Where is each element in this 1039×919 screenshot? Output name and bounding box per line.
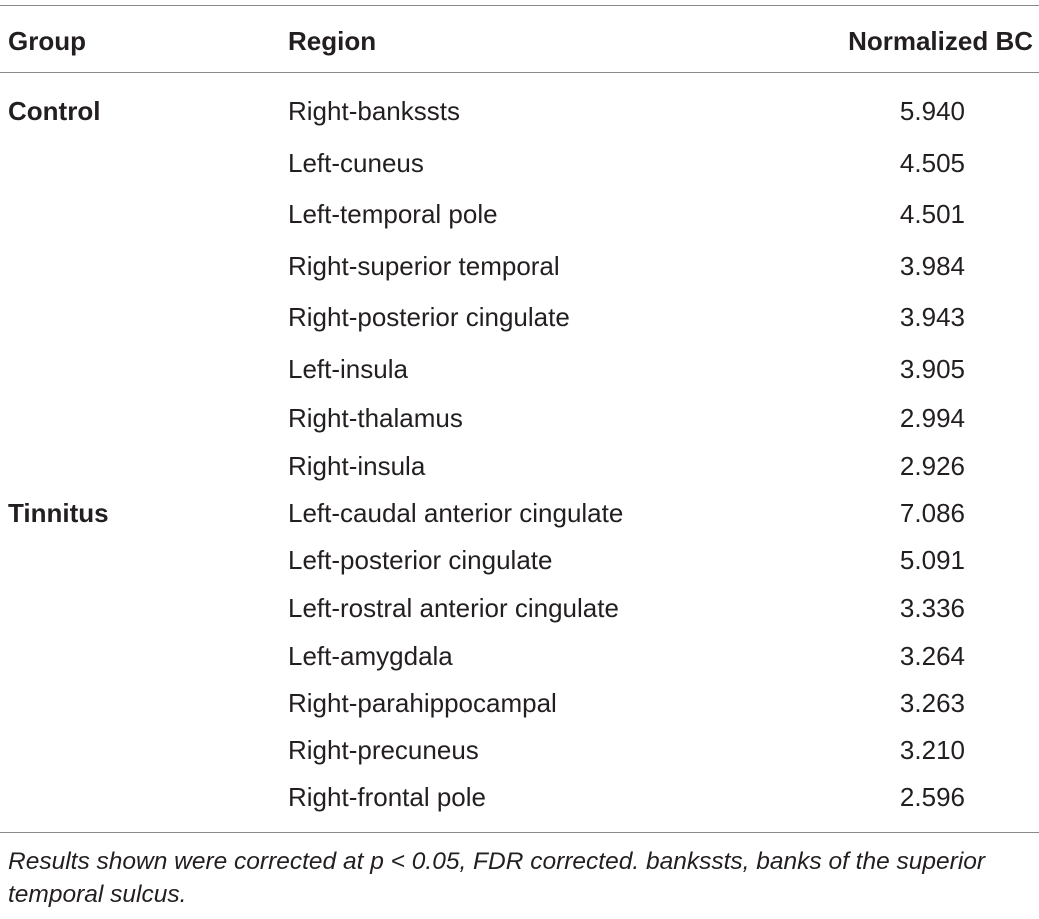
table-bottom-rule [0, 832, 1039, 833]
table-row: Control Right-bankssts 5.940 [0, 96, 1039, 136]
bc-cell: 2.926 [899, 451, 965, 481]
group-cell: Control [8, 96, 101, 126]
table-row: Tinnitus Left-caudal anterior cingulate … [0, 498, 1039, 538]
table-row: Right-precuneus 3.210 [0, 735, 1039, 775]
region-cell: Right-insula [288, 451, 426, 481]
table-row: Right-parahippocampal 3.263 [0, 688, 1039, 728]
bc-cell: 3.336 [899, 593, 965, 623]
region-cell: Left-caudal anterior cingulate [288, 498, 624, 528]
table-top-rule [0, 5, 1039, 6]
bc-cell: 3.943 [899, 302, 965, 332]
region-cell: Right-posterior cingulate [288, 302, 570, 332]
region-cell: Right-parahippocampal [288, 688, 557, 718]
region-cell: Left-temporal pole [288, 199, 498, 229]
table-header-row: Group Region Normalized BC [0, 22, 1039, 62]
group-cell: Tinnitus [8, 498, 109, 528]
region-cell: Right-superior temporal [288, 251, 560, 281]
region-cell: Right-precuneus [288, 735, 479, 765]
region-cell: Left-posterior cingulate [288, 545, 553, 575]
region-cell: Left-cuneus [288, 148, 424, 178]
bc-cell: 5.091 [899, 545, 965, 575]
table-row: Right-posterior cingulate 3.943 [0, 302, 1039, 342]
region-cell: Right-thalamus [288, 403, 463, 433]
table-row: Right-frontal pole 2.596 [0, 782, 1039, 822]
bc-cell: 3.263 [899, 688, 965, 718]
header-group: Group [8, 26, 86, 56]
header-region: Region [288, 26, 377, 56]
bc-cell: 3.905 [899, 354, 965, 384]
table-row: Right-insula 2.926 [0, 451, 1039, 491]
table-row: Left-cuneus 4.505 [0, 148, 1039, 188]
table-row: Left-temporal pole 4.501 [0, 199, 1039, 239]
table-row: Right-thalamus 2.994 [0, 403, 1039, 443]
table-row: Left-posterior cingulate 5.091 [0, 545, 1039, 585]
region-cell: Right-frontal pole [288, 782, 486, 812]
table-footnote: Results shown were corrected at p < 0.05… [8, 848, 986, 908]
region-cell: Left-insula [288, 354, 408, 384]
region-cell: Left-rostral anterior cingulate [288, 593, 619, 623]
table-row: Left-amygdala 3.264 [0, 641, 1039, 681]
table-row: Left-rostral anterior cingulate 3.336 [0, 593, 1039, 633]
bc-cell: 4.501 [899, 199, 965, 229]
bc-cell: 2.994 [899, 403, 965, 433]
bc-cell: 4.505 [899, 148, 965, 178]
table-row: Left-insula 3.905 [0, 354, 1039, 394]
bc-cell: 3.210 [899, 735, 965, 765]
bc-cell: 3.984 [899, 251, 965, 281]
region-cell: Left-amygdala [288, 641, 453, 671]
table-row: Right-superior temporal 3.984 [0, 251, 1039, 291]
bc-cell: 3.264 [899, 641, 965, 671]
bc-cell: 2.596 [899, 782, 965, 812]
table-header-rule [0, 72, 1039, 73]
bc-cell: 5.940 [899, 96, 965, 126]
header-normalized-bc: Normalized BC [848, 26, 1033, 56]
bc-cell: 7.086 [899, 498, 965, 528]
region-cell: Right-bankssts [288, 96, 460, 126]
